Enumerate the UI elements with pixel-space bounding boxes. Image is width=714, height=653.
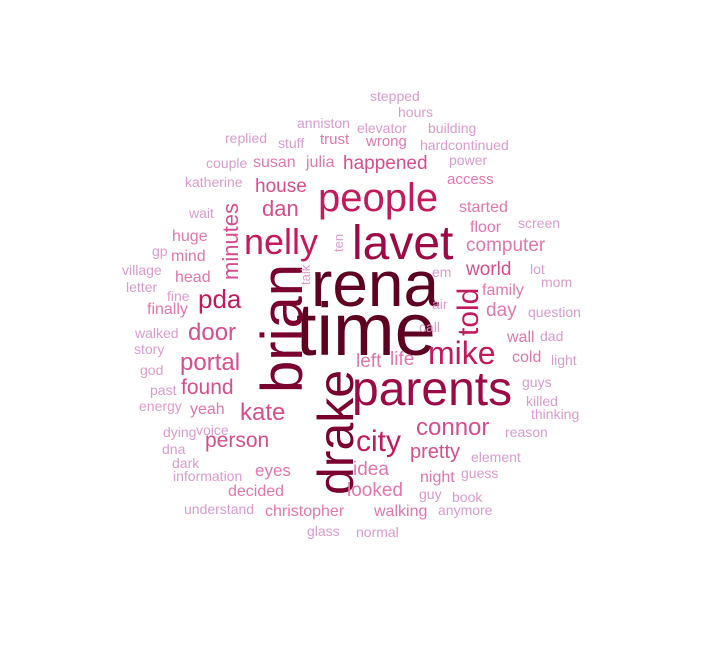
word-talk: talk (298, 264, 313, 285)
word-dna: dna (162, 441, 186, 457)
word-anniston: anniston (297, 115, 350, 131)
word-wait: wait (189, 205, 214, 221)
word-life: life (390, 349, 415, 370)
word-hours: hours (398, 104, 434, 120)
word-day: day (486, 300, 517, 321)
word-happened: happened (343, 153, 428, 174)
word-em: em (432, 264, 452, 280)
word-building: building (428, 120, 477, 136)
word-anymore: anymore (438, 502, 493, 518)
word-lavet: lavet (352, 217, 454, 270)
word-stepped: stepped (370, 88, 420, 104)
word-started: started (459, 199, 508, 216)
word-element: element (471, 449, 521, 465)
word-yeah: yeah (190, 401, 225, 418)
word-left: left (356, 351, 382, 372)
word-dark: dark (172, 455, 200, 471)
word-thinking: thinking (531, 406, 580, 422)
word-idea: idea (353, 459, 389, 480)
word-wall: wall (507, 329, 535, 346)
word-question: question (528, 304, 581, 320)
word-mind: mind (171, 248, 206, 265)
word-understand: understand (184, 501, 255, 517)
word-kate: kate (240, 399, 286, 426)
word-floor: floor (470, 219, 502, 236)
word-screen: screen (518, 215, 561, 231)
word-walked: walked (135, 325, 179, 341)
word-looked: looked (347, 480, 403, 501)
word-world: world (466, 259, 512, 280)
word-guy: guy (419, 486, 442, 502)
word-christopher: christopher (265, 503, 345, 520)
word-stuff: stuff (278, 135, 305, 151)
word-family: family (482, 282, 524, 299)
word-normal: normal (356, 524, 399, 540)
word-nelly: nelly (244, 221, 319, 262)
word-killed: killed (526, 393, 558, 409)
word-guys: guys (522, 374, 552, 390)
word-fine: fine (167, 288, 190, 304)
word-power: power (449, 152, 488, 168)
word-found: found (181, 376, 234, 399)
word-julia: julia (306, 154, 335, 171)
word-eyes: eyes (255, 461, 291, 480)
word-story: story (134, 341, 165, 357)
word-cold: cold (512, 349, 542, 366)
word-village: village (122, 262, 162, 278)
word-pda: pda (198, 284, 242, 314)
word-energy: energy (139, 398, 182, 414)
word-glass: glass (307, 523, 340, 539)
word-people: people (318, 176, 439, 220)
word-house: house (255, 176, 307, 197)
word-night: night (420, 469, 455, 486)
word-rena: rena (311, 248, 440, 320)
word-portal: portal (180, 349, 241, 376)
word-dan: dan (262, 196, 299, 221)
word-access: access (447, 171, 494, 188)
word-wrong: wrong (366, 133, 407, 150)
word-walking: walking (374, 503, 428, 520)
word-mike: mike (428, 335, 496, 371)
word-door: door (188, 319, 237, 346)
word-hardcontinued: hardcontinued (420, 137, 509, 153)
word-person: person (205, 429, 270, 452)
word-reason: reason (505, 424, 548, 440)
word-ten: ten (331, 233, 346, 252)
word-susan: susan (253, 154, 296, 171)
word-information: information (173, 468, 243, 484)
word-light: light (551, 352, 577, 368)
word-head: head (175, 269, 211, 286)
word-couple: couple (206, 155, 248, 171)
word-decided: decided (228, 483, 285, 500)
word-dad: dad (540, 328, 564, 344)
word-huge: huge (172, 228, 208, 245)
word-pretty: pretty (410, 441, 461, 463)
word-book: book (452, 489, 483, 505)
word-minutes: minutes (218, 202, 243, 280)
word-air: air (432, 296, 448, 312)
word-voice: voice (196, 422, 229, 438)
word-guess: guess (461, 465, 499, 481)
word-computer: computer (466, 235, 546, 256)
word-dying: dying (163, 424, 197, 440)
word-city: city (356, 425, 401, 458)
word-elevator: elevator (357, 120, 407, 136)
word-finally: finally (147, 301, 188, 318)
word-call: call (419, 319, 441, 335)
word-mom: mom (541, 274, 573, 290)
word-katherine: katherine (185, 174, 243, 190)
word-past: past (150, 382, 177, 398)
word-parents: parents (352, 363, 513, 416)
word-told: told (452, 287, 485, 336)
word-trust: trust (320, 131, 350, 148)
word-gp: gp (152, 243, 168, 259)
word-letter: letter (126, 279, 158, 295)
word-time: time (296, 288, 436, 371)
word-lot: lot (530, 261, 545, 277)
word-replied: replied (225, 130, 268, 146)
word-connor: connor (416, 414, 490, 441)
word-god: god (140, 362, 164, 378)
